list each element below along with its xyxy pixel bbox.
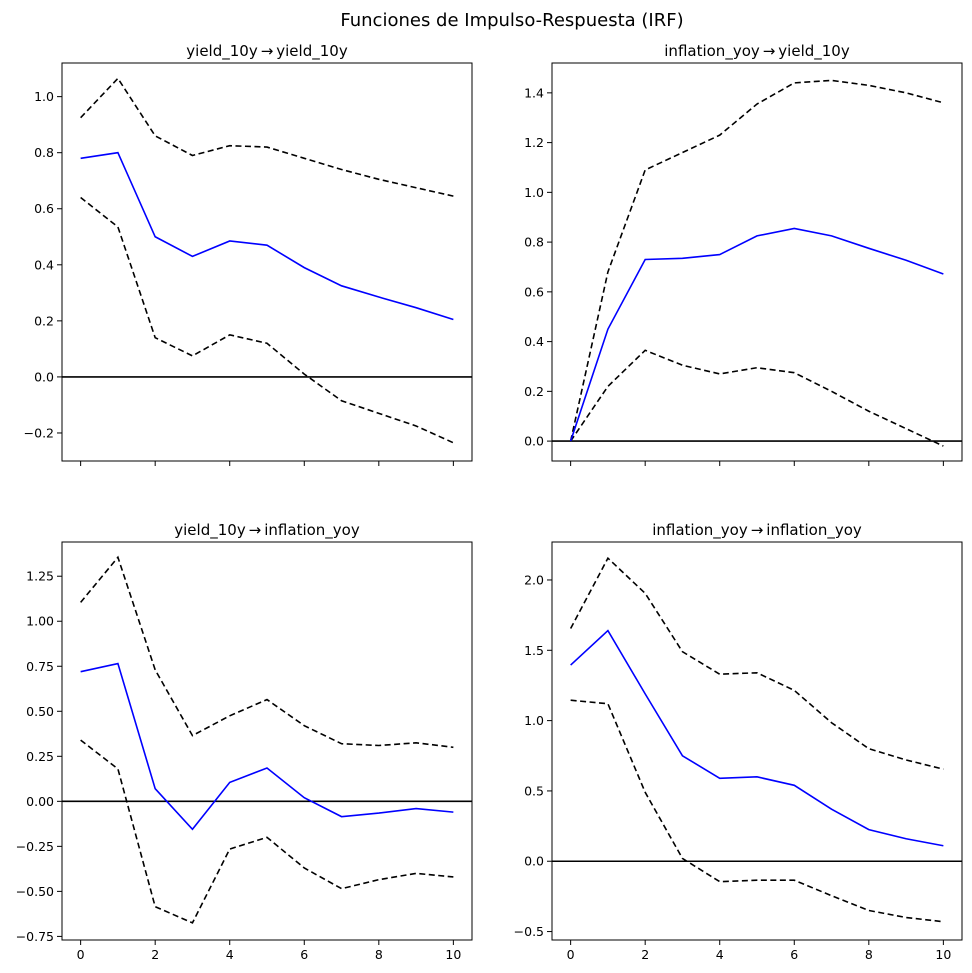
x-tick-label: 10: [445, 947, 461, 962]
confidence-upper-line: [569, 79, 944, 442]
y-tick-label: 1.0: [34, 89, 54, 104]
y-tick-label: 2.0: [524, 572, 544, 587]
y-tick-label: 1.25: [26, 569, 54, 584]
x-tick-label: 8: [865, 947, 873, 962]
panel-yield-to-yield: yield_10y → yield_10y −0.2 0.0 0.2 0.4 0.6 0.8…: [24, 42, 473, 466]
y-tick-label: −0.2: [24, 425, 54, 440]
y-tick-label: 0.4: [524, 334, 544, 349]
y-tick-label: 0.6: [34, 201, 54, 216]
y-tick-label: −0.25: [16, 839, 54, 854]
figure-title: Funciones de Impulso-Respuesta (IRF): [340, 10, 683, 31]
x-tick-label: 8: [375, 947, 383, 962]
x-tick-label: 6: [300, 947, 308, 962]
x-tick-label: 2: [151, 947, 159, 962]
subplot-grid: yield_10y → yield_10y −0.2 0.0 0.2 0.4 0.6 0.8…: [16, 42, 963, 962]
panel-title: yield_10y → inflation_yoy: [174, 521, 360, 540]
y-tick-label: 0.2: [524, 384, 544, 399]
irf-response-line: [80, 662, 454, 831]
panel-title: yield_10y → yield_10y: [186, 42, 348, 61]
y-tick-label: 1.0: [524, 713, 544, 728]
plot-area: [552, 556, 962, 923]
y-tick-label: 0.8: [34, 145, 54, 160]
panel-inflation-to-inflation: inflation_yoy → inflation_yoy −0.5 0.0 0.5 1…: [514, 521, 963, 962]
y-tick-label: 1.0: [524, 185, 544, 200]
axes-frame: [551, 541, 963, 941]
y-tick-label: 0.0: [524, 434, 544, 449]
plot-area: [62, 77, 472, 444]
x-tick-label: 0: [567, 947, 575, 962]
irf-response-line: [80, 151, 454, 321]
confidence-upper-line: [569, 556, 944, 770]
x-tick-label: 4: [226, 947, 234, 962]
x-tick-label: 10: [935, 947, 951, 962]
y-tick-label: 1.2: [524, 135, 544, 150]
irf-response-line: [570, 629, 944, 847]
panel-inflation-to-yield: inflation_yoy → yield_10y 0.0 0.2 0.4 0.6 0.8…: [524, 42, 963, 466]
y-tick-label: 0.25: [26, 749, 54, 764]
y-tick-label: 0.8: [524, 235, 544, 250]
y-tick-label: 0.0: [34, 369, 54, 384]
axes-frame: [551, 62, 963, 462]
y-tick-label: 1.00: [26, 614, 54, 629]
confidence-lower-line: [569, 349, 944, 447]
y-tick-label: −0.75: [16, 929, 54, 944]
y-tick-label: 1.4: [524, 85, 544, 100]
y-tick-label: 0.5: [524, 783, 544, 798]
panel-yield-to-inflation: yield_10y → inflation_yoy −0.75 −0.50 −0.25…: [16, 521, 473, 962]
confidence-upper-line: [80, 555, 454, 749]
confidence-lower-line: [80, 196, 454, 444]
y-tick-label: −0.50: [16, 884, 54, 899]
y-tick-label: 0.75: [26, 659, 54, 674]
plot-area: [62, 555, 472, 924]
y-tick-label: −0.5: [514, 924, 544, 939]
y-tick-label: 0.0: [524, 854, 544, 869]
irf-response-line: [569, 227, 944, 442]
panel-title: inflation_yoy → inflation_yoy: [652, 521, 862, 540]
y-tick-label: 0.6: [524, 284, 544, 299]
y-tick-label: 0.2: [34, 313, 54, 328]
plot-area: [552, 79, 962, 447]
x-tick-label: 6: [790, 947, 798, 962]
confidence-upper-line: [80, 77, 454, 197]
x-tick-label: 0: [77, 947, 85, 962]
axes-frame: [61, 62, 473, 462]
x-tick-label: 2: [641, 947, 649, 962]
confidence-lower-line: [80, 739, 454, 924]
y-tick-label: 0.00: [26, 794, 54, 809]
y-tick-label: 0.4: [34, 257, 54, 272]
y-tick-label: 0.50: [26, 704, 54, 719]
confidence-lower-line: [570, 699, 944, 923]
axes-frame: [61, 541, 473, 941]
panel-title: inflation_yoy → yield_10y: [664, 42, 850, 61]
y-tick-label: 1.5: [524, 643, 544, 658]
x-tick-label: 4: [716, 947, 724, 962]
